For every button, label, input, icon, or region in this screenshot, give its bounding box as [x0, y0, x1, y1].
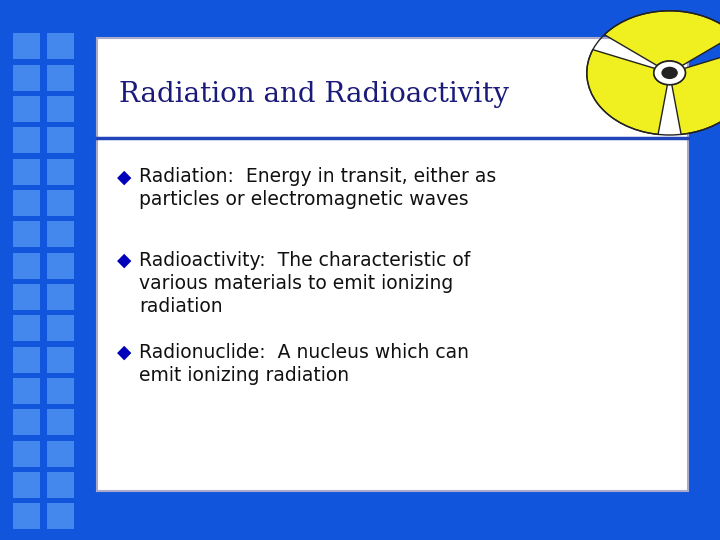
- Text: Radioactivity:  The characteristic of
various materials to emit ionizing
radiati: Radioactivity: The characteristic of var…: [139, 251, 470, 315]
- Text: ◆: ◆: [117, 251, 132, 270]
- Text: ◆: ◆: [117, 343, 132, 362]
- Bar: [13, 284, 40, 310]
- Wedge shape: [604, 11, 720, 65]
- Bar: [13, 441, 40, 467]
- Bar: [13, 253, 40, 279]
- Text: ◆: ◆: [117, 167, 132, 186]
- Text: Radiation and Radioactivity: Radiation and Radioactivity: [119, 81, 509, 108]
- Bar: [47, 409, 74, 435]
- Bar: [13, 378, 40, 404]
- Wedge shape: [672, 50, 720, 134]
- Text: Radionuclide:  A nucleus which can
emit ionizing radiation: Radionuclide: A nucleus which can emit i…: [139, 343, 469, 384]
- Bar: [13, 190, 40, 216]
- Bar: [47, 503, 74, 529]
- Circle shape: [662, 67, 678, 79]
- Bar: [47, 347, 74, 373]
- Bar: [47, 284, 74, 310]
- Bar: [47, 190, 74, 216]
- Bar: [13, 503, 40, 529]
- Bar: [47, 96, 74, 122]
- Bar: [13, 96, 40, 122]
- Bar: [13, 472, 40, 498]
- Bar: [13, 409, 40, 435]
- Bar: [13, 315, 40, 341]
- Bar: [47, 441, 74, 467]
- Bar: [47, 315, 74, 341]
- Bar: [13, 347, 40, 373]
- Text: Radiation:  Energy in transit, either as
particles or electromagnetic waves: Radiation: Energy in transit, either as …: [139, 167, 496, 209]
- FancyBboxPatch shape: [97, 38, 688, 491]
- Wedge shape: [587, 50, 667, 134]
- Bar: [47, 127, 74, 153]
- Bar: [13, 127, 40, 153]
- Bar: [13, 159, 40, 185]
- Bar: [13, 33, 40, 59]
- Bar: [47, 378, 74, 404]
- Bar: [13, 221, 40, 247]
- Circle shape: [654, 61, 685, 85]
- Bar: [13, 65, 40, 91]
- Bar: [47, 253, 74, 279]
- Bar: [47, 472, 74, 498]
- Bar: [47, 33, 74, 59]
- Bar: [47, 65, 74, 91]
- Bar: [47, 221, 74, 247]
- Bar: [47, 159, 74, 185]
